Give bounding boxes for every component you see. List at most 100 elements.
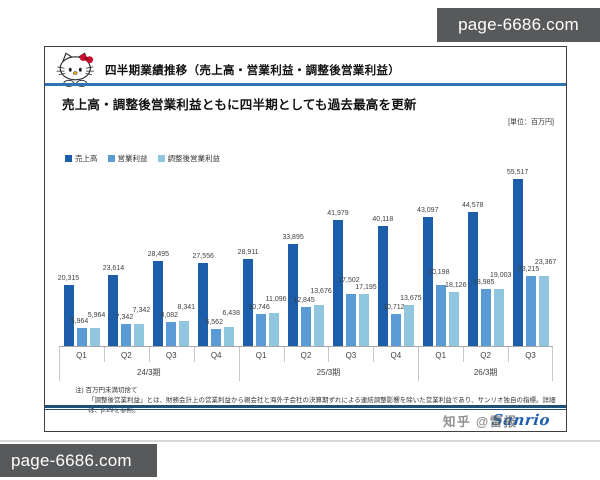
bar-value-label: 11,096 [265, 296, 287, 304]
bar-sales [63, 285, 74, 346]
quarter-label: Q4 [210, 351, 222, 360]
legend-label-sales: 売上高 [75, 154, 98, 163]
bar-operating-profit [301, 307, 312, 346]
bar-value-label: 5,562 [205, 319, 223, 327]
bar-value-label: 23,367 [534, 259, 557, 267]
bar-sales [108, 275, 119, 346]
presentation-slide: 四半期業績推移（売上高・営業利益・調整後営業利益） 売上高・調整後営業利益ともに… [44, 46, 567, 432]
bar-value-label: 44,578 [461, 202, 484, 210]
legend-label-adjusted-profit: 調整後営業利益 [167, 154, 221, 163]
bar-sales [288, 244, 299, 346]
bar-value-label: 19,003 [489, 272, 512, 280]
axis-tick [148, 347, 150, 362]
footer-divider [45, 405, 566, 408]
bar-value-label: 8,341 [177, 304, 196, 312]
bar-operating-profit [435, 285, 446, 346]
bar-sales [153, 260, 164, 346]
axis-tick [193, 347, 195, 362]
axis-tick [373, 347, 375, 362]
bar-adjusted-profit [89, 328, 100, 346]
axis-tick [283, 347, 285, 362]
bar-value-label: 5,964 [70, 318, 89, 326]
bar-adjusted-profit [538, 275, 549, 346]
bar-sales [377, 225, 388, 346]
hello-kitty-logo-icon [56, 52, 94, 87]
bar-value-label: 27,556 [192, 253, 214, 261]
unit-label: [単位：百万円] [508, 119, 554, 126]
axis-tick [508, 347, 510, 362]
header-divider [45, 83, 566, 86]
bar-value-label: 5,964 [87, 311, 106, 319]
watermark-overlay: 知乎 @雷报 [443, 415, 518, 429]
quarter-label: Q2 [300, 351, 312, 360]
legend-label-operating-profit: 営業利益 [117, 154, 148, 163]
quarter-label: Q1 [76, 351, 87, 360]
bar-adjusted-profit [179, 320, 190, 346]
watermark-bottom-left: page-6686.com [0, 444, 157, 477]
slide-subtitle: 売上高・調整後営業利益ともに四半期としても過去最高を更新 [62, 98, 417, 112]
period-label: 24/3期 [137, 368, 161, 377]
x-axis-labels: Q1 Q2 Q3 Q4 Q1 Q2 Q3 Q4 Q1 Q2 Q3 24/3期 25/3期 26/3期 [59, 347, 553, 381]
quarter-label: Q2 [121, 351, 132, 360]
quarter-label: Q4 [390, 351, 402, 360]
chart-legend: 売上高 営業利益 調整後営業利益 [65, 153, 220, 164]
slide-title: 四半期業績推移（売上高・営業利益・調整後営業利益） [105, 65, 400, 77]
quarter-label: Q1 [435, 351, 447, 360]
bar-operating-profit [121, 323, 132, 346]
bar-value-label: 17,195 [355, 284, 377, 292]
bar-adjusted-profit [224, 326, 235, 346]
bar-value-label: 7,342 [115, 313, 134, 321]
bar-chart: 20,315 5,964 5,964 23,614 7,342 7,342 28,495 8,… [58, 169, 557, 382]
quarter-label: Q2 [480, 351, 491, 360]
bar-value-label: 8,082 [160, 311, 179, 319]
bar-adjusted-profit [358, 294, 369, 346]
bar-operating-profit [256, 313, 267, 346]
bar-value-label: 28,911 [237, 249, 259, 257]
axis-tick [328, 347, 330, 362]
legend-swatch-sales-icon [65, 155, 72, 162]
legend-item-sales: 売上高 [65, 153, 98, 164]
bar-operating-profit [525, 276, 536, 346]
bar-value-label: 28,495 [147, 250, 170, 258]
bar-adjusted-profit [448, 291, 459, 346]
legend-item-operating-profit: 営業利益 [107, 153, 148, 164]
bar-value-label: 12,845 [293, 297, 315, 305]
bar-value-label: 40,118 [372, 215, 394, 223]
axis-tick [418, 347, 420, 381]
legend-swatch-adjusted-profit-icon [157, 155, 165, 162]
axis-tick [59, 347, 60, 381]
quarter-label: Q1 [255, 351, 267, 360]
bar-value-label: 18,985 [472, 279, 495, 287]
bar-value-label: 6,438 [222, 310, 240, 318]
bar-operating-profit [390, 313, 401, 346]
bar-value-label: 23,215 [517, 266, 540, 274]
bar-adjusted-profit [269, 312, 280, 346]
period-label: 25/3期 [316, 368, 341, 377]
bar-value-label: 55,517 [506, 169, 529, 177]
bar-operating-profit [345, 293, 356, 346]
bar-value-label: 7,342 [132, 307, 151, 315]
bar-value-label: 13,675 [400, 294, 422, 302]
bar-sales [332, 220, 343, 346]
axis-tick [552, 347, 553, 381]
watermark-text: page-6686.com [458, 15, 579, 34]
legend-item-adjusted-profit: 調整後営業利益 [157, 153, 221, 164]
bar-operating-profit [211, 329, 222, 346]
bar-value-label: 10,746 [248, 303, 270, 311]
quarter-label: Q3 [165, 351, 177, 360]
axis-tick [463, 347, 465, 362]
footnote: 注) 百万円未満切捨て 「調整後営業利益」とは、財務会計上の営業利益から親会社と… [75, 386, 566, 415]
bar-value-label: 10,712 [383, 303, 405, 311]
footer-divider-thin [45, 409, 566, 410]
legend-swatch-operating-profit-icon [107, 155, 115, 162]
bar-value-label: 33,895 [282, 234, 304, 242]
x-axis-line [59, 346, 553, 347]
period-label: 26/3期 [473, 368, 498, 377]
bar-value-label: 43,097 [417, 206, 439, 214]
bar-value-label: 23,614 [102, 265, 125, 273]
bar-adjusted-profit [314, 304, 325, 346]
chart-plot: 20,315 5,964 5,964 23,614 7,342 7,342 28,495 8,… [58, 169, 557, 346]
bar-sales [467, 212, 478, 346]
watermark-text: page-6686.com [11, 450, 132, 470]
